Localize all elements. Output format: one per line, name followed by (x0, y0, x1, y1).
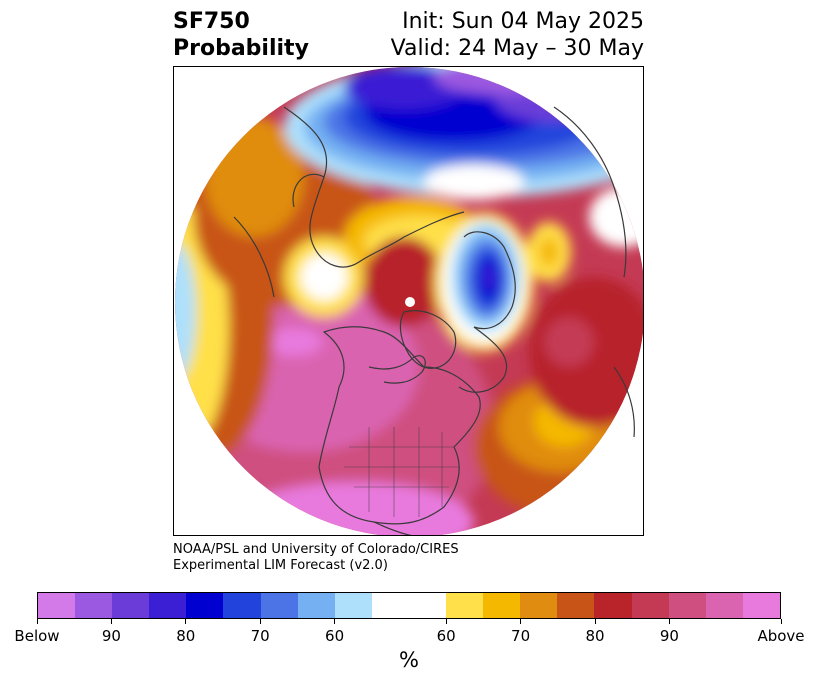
field-central-red (364, 237, 444, 327)
credit: NOAA/PSL and University of Colorado/CIRE… (173, 542, 459, 574)
colorbar-below-1 (38, 593, 76, 618)
init-date: Init: Sun 04 May 2025 (402, 9, 644, 34)
credit-line-2: Experimental LIM Forecast (v2.0) (173, 558, 388, 573)
colorbar-tick-label: Above (757, 627, 805, 645)
field-eurasia-rose (544, 317, 594, 367)
colorbar-tick-mark (780, 619, 782, 624)
colorbar-tick-mark (445, 619, 447, 624)
colorbar-tick-label: 70 (511, 627, 531, 645)
colorbar-tick-mark (594, 619, 596, 624)
colorbar-tick-mark (520, 619, 522, 624)
field-arctic-indigo (344, 67, 464, 109)
colorbar-below-2 (75, 593, 113, 618)
date-info: Init: Sun 04 May 2025 Valid: 24 May – 30… (391, 8, 644, 62)
valid-range: Valid: 24 May – 30 May (390, 36, 644, 61)
field-white-band (424, 164, 524, 200)
colorbar-tick-mark (110, 619, 112, 624)
colorbar-tick-label: 90 (659, 627, 679, 645)
colorbar-below-9 (334, 593, 372, 618)
colorbar-above-6 (631, 593, 669, 618)
colorbar-below-6 (223, 593, 261, 618)
colorbar-tick-label: 60 (436, 627, 456, 645)
colorbar-below-7 (260, 593, 298, 618)
map-title: SF750 Probability (173, 8, 309, 62)
colorbar-below-8 (297, 593, 335, 618)
colorbar-above-1 (446, 593, 484, 618)
colorbar-tick-label: Below (14, 627, 60, 645)
colorbar-tick-mark (36, 619, 38, 624)
colorbar-tick-mark (668, 619, 670, 624)
field-europe-indigo (483, 265, 495, 289)
europe-outline (458, 326, 508, 393)
credit-line-1: NOAA/PSL and University of Colorado/CIRE… (173, 542, 459, 557)
colorbar-above-8 (705, 593, 743, 618)
colorbar-tick-label: 80 (176, 627, 196, 645)
colorbar-below-4 (149, 593, 187, 618)
forecast-kind-label: Probability (173, 36, 309, 61)
colorbar-tick-label: 80 (585, 627, 605, 645)
north-america-outline (318, 326, 481, 525)
map-canvas (175, 67, 643, 535)
colorbar-above-2 (483, 593, 521, 618)
probability-map (173, 66, 644, 536)
scandinavia-outline (463, 231, 516, 330)
colorbar-above-9 (742, 593, 780, 618)
pole-marker (405, 297, 415, 307)
state-borders (344, 427, 459, 517)
colorbar-tick-label: 90 (101, 627, 121, 645)
east-asia-coast (233, 216, 275, 298)
field-scandi-gold (539, 237, 559, 267)
colorbar-units: % (399, 648, 419, 672)
colorbar (37, 592, 781, 619)
hudson-bay (368, 355, 426, 384)
colorbar-above-5 (594, 593, 632, 618)
field-white-loop (300, 253, 348, 301)
field-west-lightblue (175, 242, 196, 382)
colorbar-tick-mark (334, 619, 336, 624)
colorbar-tick-mark (259, 619, 261, 624)
colorbar-below-3 (112, 593, 150, 618)
colorbar-below-5 (186, 593, 224, 618)
greenland-outline (399, 310, 457, 369)
colorbar-above-4 (557, 593, 595, 618)
asia-interior-border (553, 106, 627, 278)
colorbar-above-3 (520, 593, 558, 618)
probability-field (175, 67, 643, 535)
variable-label: SF750 (173, 9, 250, 34)
coastlines (233, 106, 635, 535)
siberia-coast (283, 106, 465, 268)
colorbar-tick-label: 60 (325, 627, 345, 645)
colorbar-neutral (371, 593, 447, 618)
field-magenta-spot (266, 328, 322, 356)
africa-edge (613, 366, 635, 438)
colorbar-tick-label: 70 (250, 627, 270, 645)
siberia-inlet (292, 173, 325, 208)
colorbar-tick-mark (185, 619, 187, 624)
field-south-magenta (234, 482, 474, 535)
central-america (373, 521, 412, 535)
field-arctic-violet (494, 72, 614, 122)
colorbar-above-7 (668, 593, 706, 618)
